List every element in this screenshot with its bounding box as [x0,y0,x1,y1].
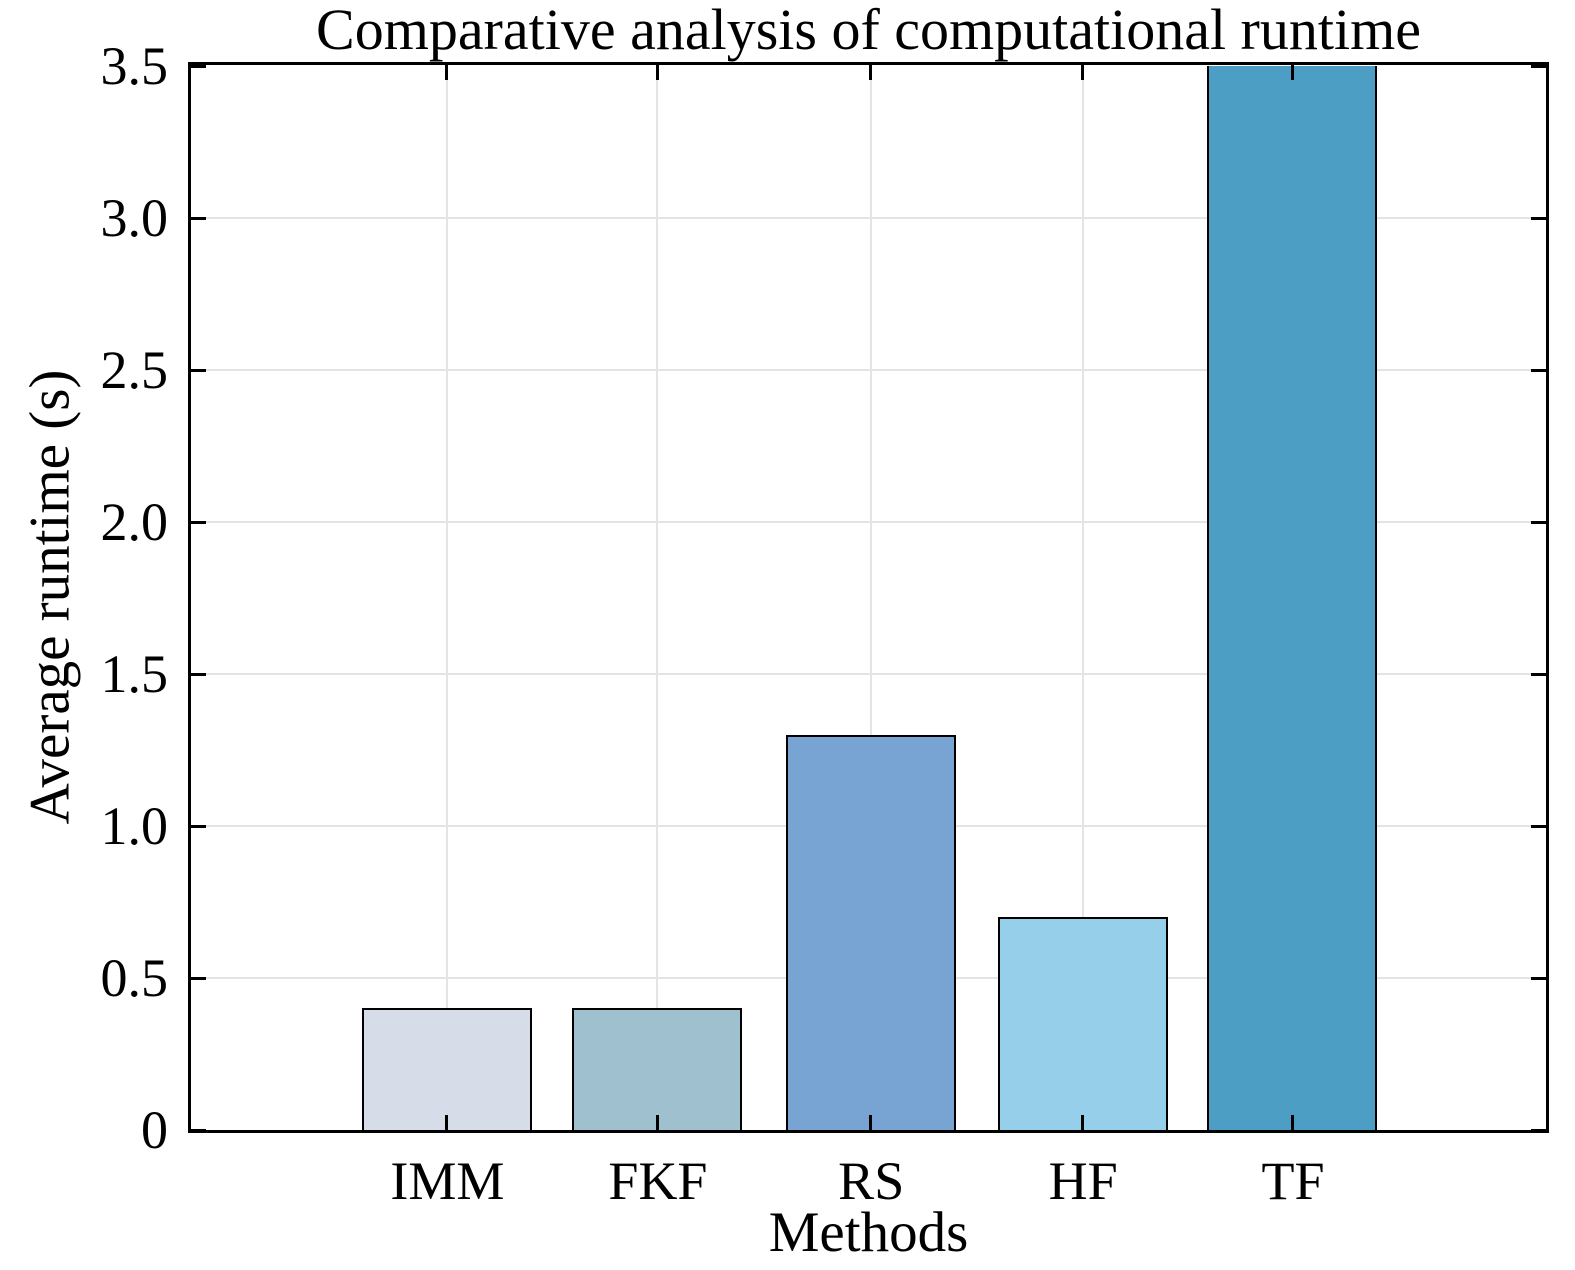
y-tick-label: 3.0 [100,187,169,248]
y-tick-right [1531,824,1546,828]
h-gridline [191,217,1546,219]
y-tick-label: 0 [141,1099,168,1160]
y-tick-right [1531,520,1546,524]
x-tick-bottom [1081,1115,1085,1130]
y-tick-right [1531,976,1546,980]
y-tick-right [1531,64,1546,68]
y-tick-left [191,672,206,676]
bar-imm [361,1008,532,1130]
y-tick-left [191,976,206,980]
x-tick-label: TF [1261,1151,1325,1211]
x-tick-bottom [655,1115,659,1130]
y-tick-left [191,216,206,220]
y-tick-left [191,368,206,372]
y-axis-label: Average runtime (s) [18,369,82,825]
x-tick-label: HF [1048,1151,1118,1211]
y-tick-label: 2.5 [100,339,169,400]
y-tick-label: 1.0 [100,795,169,856]
x-tick-label: FKF [608,1151,708,1211]
v-gridline [656,65,659,1130]
y-tick-left [191,520,206,524]
y-tick-right [1531,368,1546,372]
y-tick-right [1531,216,1546,220]
v-gridline [1081,65,1084,1130]
x-tick-top [869,65,873,80]
y-tick-left [191,64,206,68]
y-tick-label: 1.5 [100,643,169,704]
v-gridline [869,65,872,1130]
bar-rs [785,734,956,1130]
x-tick-bottom [869,1115,873,1130]
y-tick-label: 0.5 [100,947,169,1008]
x-tick-top [445,65,449,80]
bar-hf [997,917,1168,1130]
x-tick-top [1290,65,1294,80]
x-tick-top [1081,65,1085,80]
h-gridline [191,521,1546,523]
x-tick-bottom [1290,1115,1294,1130]
x-tick-bottom [445,1115,449,1130]
bar-fkf [572,1008,743,1130]
y-tick-right [1531,1128,1546,1132]
y-tick-left [191,1128,206,1132]
chart-title: Comparative analysis of computational ru… [316,0,1421,62]
bar-tf [1207,66,1378,1130]
y-tick-label: 3.5 [100,35,169,96]
plot-area [188,62,1549,1133]
y-tick-label: 2.0 [100,491,169,552]
v-gridline [445,65,448,1130]
h-gridline [191,673,1546,675]
x-tick-label: IMM [390,1151,505,1211]
h-gridline [191,369,1546,371]
x-tick-label: RS [838,1151,905,1211]
x-axis-label: Methods [768,1201,969,1264]
y-tick-left [191,824,206,828]
y-tick-right [1531,672,1546,676]
x-tick-top [655,65,659,80]
